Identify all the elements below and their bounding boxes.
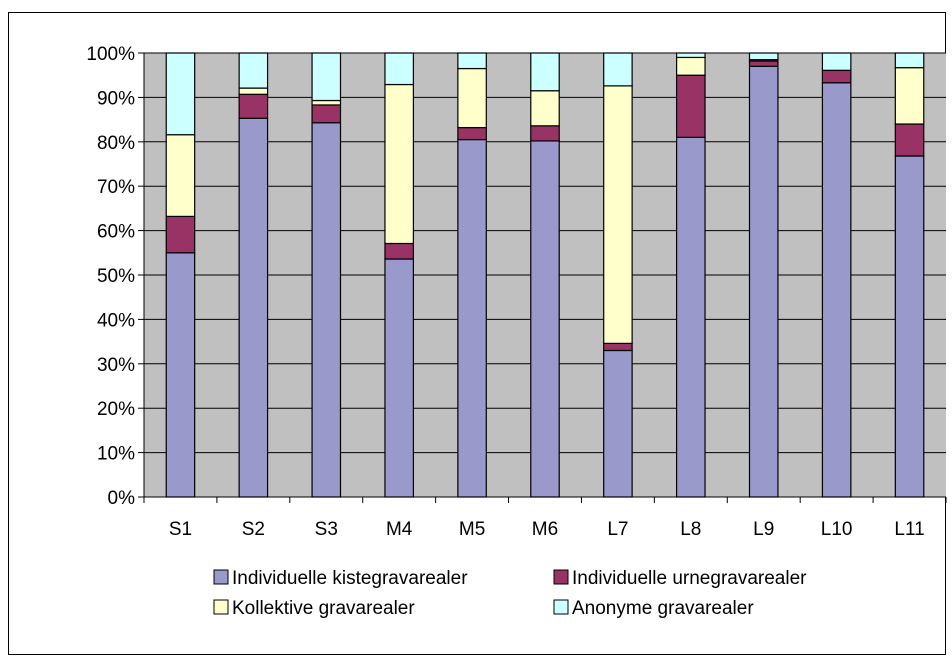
bar-segment xyxy=(311,99,342,106)
legend-swatch xyxy=(553,599,569,615)
bar-segment xyxy=(238,117,269,498)
y-tick-label: 90% xyxy=(97,88,135,109)
y-tick-label: 40% xyxy=(97,310,135,331)
bar-segment xyxy=(457,126,487,141)
bar-segment xyxy=(457,138,487,498)
legend-swatch xyxy=(213,599,229,615)
bar-segment xyxy=(530,52,560,92)
y-tick-label: 70% xyxy=(97,177,135,198)
x-tick-label: M4 xyxy=(386,519,413,540)
bar-segment xyxy=(238,93,269,119)
bar-segment xyxy=(821,82,852,498)
bar-segment xyxy=(530,125,560,142)
bar-segment xyxy=(675,52,706,59)
x-tick-label: L11 xyxy=(894,519,924,540)
stacked-bar-chart: 0% 10% 20% 30% 40% 50% 60% 70% 80% 90% 100% S1 S2 S3 M… xyxy=(86,44,947,619)
legend-label: Individuelle urnegravarealer xyxy=(572,568,807,589)
y-tick-label: 30% xyxy=(97,355,135,376)
bar-segment xyxy=(165,215,196,254)
bar-segment xyxy=(384,242,414,260)
bar-segment xyxy=(457,52,487,70)
y-tick-label: 80% xyxy=(97,133,135,154)
y-tick-label: 20% xyxy=(97,399,135,420)
x-tick-label: M6 xyxy=(532,519,558,540)
plot-area xyxy=(144,52,946,498)
bar-segment xyxy=(894,155,925,498)
bar-segment xyxy=(603,349,633,498)
axes: 0% 10% 20% 30% 40% 50% 60% 70% 80% 90% 100% S1 S2 S3 M… xyxy=(86,44,947,540)
x-tick-label: L9 xyxy=(753,519,774,540)
legend: Individuelle kistegravarealer Individuell… xyxy=(213,568,807,619)
bar-segment xyxy=(675,136,706,498)
x-tick-label: M5 xyxy=(459,519,485,540)
bar-segment xyxy=(748,52,779,61)
bar-segment xyxy=(165,134,196,217)
bar-segment xyxy=(457,67,487,129)
y-tick-label: 0% xyxy=(108,488,136,509)
bar-segment xyxy=(748,60,779,67)
bar-segment xyxy=(894,67,925,125)
bar-segment xyxy=(675,74,706,138)
bar-segment xyxy=(821,52,852,71)
y-tick-label: 100% xyxy=(86,44,135,65)
bar-segment xyxy=(311,52,342,102)
x-tick-label: L10 xyxy=(821,519,853,540)
bar-segment xyxy=(530,90,560,127)
y-tick-label: 10% xyxy=(97,444,135,465)
bar-segment xyxy=(384,52,414,86)
legend-label: Individuelle kistegravarealer xyxy=(232,568,468,589)
bar-segment xyxy=(894,52,925,69)
bar-segment xyxy=(311,104,342,124)
x-tick-label: S2 xyxy=(242,519,265,540)
bar-segment xyxy=(238,87,269,95)
bar-segment xyxy=(821,69,852,84)
bar-segment xyxy=(165,252,196,498)
bar-segment xyxy=(675,56,706,76)
x-tick-label: S3 xyxy=(315,519,338,540)
x-tick-label: L8 xyxy=(680,519,701,540)
bar-segment xyxy=(384,258,414,498)
bar-segment xyxy=(384,83,414,245)
figure-caption xyxy=(0,0,952,11)
bar-segment xyxy=(603,85,633,344)
bar-segment xyxy=(603,52,633,87)
bar-segment xyxy=(748,65,779,498)
legend-label: Anonyme gravarealer xyxy=(572,598,754,619)
legend-swatch xyxy=(213,569,229,585)
bar-segment xyxy=(530,140,560,498)
bar-segment xyxy=(165,52,196,136)
legend-swatch xyxy=(553,569,569,585)
y-tick-label: 60% xyxy=(97,222,135,243)
x-tick-label: L7 xyxy=(607,519,628,540)
bar-segment xyxy=(894,123,925,157)
legend-label: Kollektive gravarealer xyxy=(232,598,415,619)
x-tick-label: S1 xyxy=(169,519,192,540)
bar-segment xyxy=(603,342,633,352)
bar-segment xyxy=(311,122,342,498)
bar-segment xyxy=(238,52,269,89)
chart-area: 0% 10% 20% 30% 40% 50% 60% 70% 80% 90% 100% S1 S2 S3 M… xyxy=(8,12,947,655)
y-tick-label: 50% xyxy=(97,266,135,287)
